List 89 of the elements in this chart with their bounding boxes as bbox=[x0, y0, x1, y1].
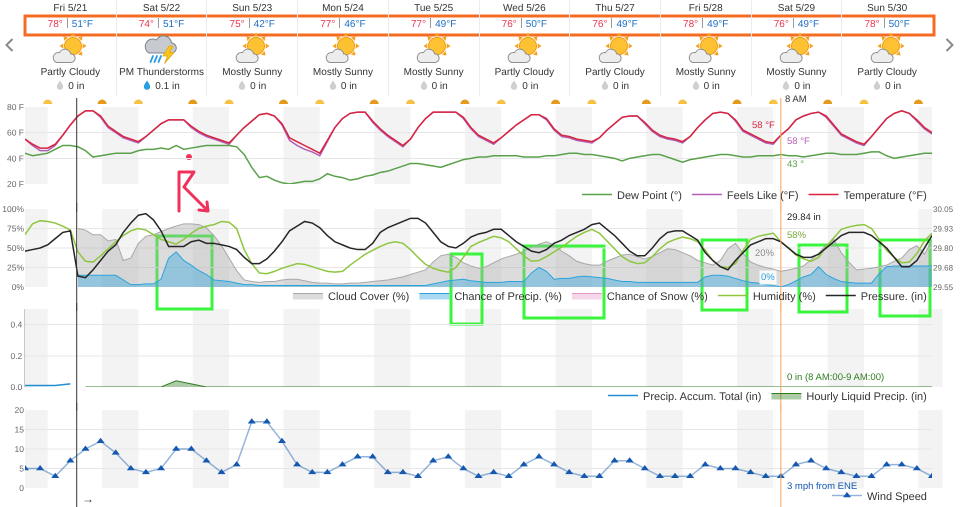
category-label: Thu 5/27 bbox=[595, 3, 635, 14]
y2-tick-label: 29.93 bbox=[933, 224, 954, 234]
data-label: 76° bbox=[592, 19, 608, 30]
y-tick-label: 25% bbox=[6, 262, 24, 272]
y-tick-label: 0% bbox=[12, 282, 24, 292]
data-label: 0 in bbox=[68, 81, 84, 92]
data-label: 49°F bbox=[798, 19, 820, 30]
legend-label: Temperature (°F) bbox=[844, 190, 927, 202]
text: Mostly Sunny bbox=[222, 67, 282, 78]
data-label: 0 in bbox=[340, 81, 357, 92]
legend-label: Precip. Accum. Total (in) bbox=[643, 390, 762, 403]
data-label: 74° bbox=[138, 19, 154, 30]
y-tick-label: 100% bbox=[2, 204, 24, 214]
data-label: 46°F bbox=[344, 19, 366, 30]
y-tick-label: 0.4 bbox=[10, 320, 23, 330]
data-label: 20% bbox=[755, 248, 775, 259]
y-tick-label: 5 bbox=[19, 463, 24, 474]
data-label: 0 in bbox=[432, 81, 448, 92]
data-label: 78° bbox=[683, 19, 698, 30]
category-label: Sat 5/22 bbox=[142, 3, 180, 14]
text: Mostly Sunny bbox=[766, 67, 826, 78]
y-tick-label: 20 F bbox=[6, 178, 24, 189]
data-label: 29.84 in bbox=[787, 212, 821, 223]
text: Partly Cloudy bbox=[585, 67, 645, 78]
data-label: 77° bbox=[410, 19, 426, 30]
data-label: 51°F bbox=[72, 19, 94, 30]
data-label: 58 °F bbox=[752, 120, 776, 131]
category-label: Fri 5/28 bbox=[688, 3, 723, 14]
data-label: 0 in bbox=[885, 81, 902, 92]
text: Partly Cloudy bbox=[857, 67, 917, 78]
y-tick-label: 20 bbox=[14, 404, 24, 415]
data-label: 43 ° bbox=[787, 159, 804, 170]
data-label: 77° bbox=[320, 19, 336, 30]
text: Partly Cloudy bbox=[40, 67, 100, 78]
category-label: Wed 5/26 bbox=[503, 3, 546, 14]
data-label: 58 °F bbox=[787, 136, 810, 147]
data-label: 58% bbox=[787, 230, 807, 241]
y-tick-label: 10 bbox=[14, 444, 24, 454]
data-label: 78° bbox=[48, 19, 63, 30]
legend-label: Hourly Liquid Precip. (in) bbox=[806, 390, 927, 403]
text: → bbox=[82, 492, 94, 506]
data-label: 76° bbox=[502, 19, 517, 30]
data-label: 0 in bbox=[794, 81, 810, 92]
category-label: Sat 5/29 bbox=[778, 3, 816, 14]
y2-tick-label: 29.80 bbox=[933, 244, 954, 253]
data-label: 0 in (8 AM:00-9 AM:00) bbox=[787, 372, 884, 383]
data-label: 78° bbox=[864, 19, 880, 30]
category-label: Fri 5/21 bbox=[53, 3, 88, 14]
y2-tick-label: 30.05 bbox=[933, 204, 954, 214]
text: Mostly Sunny bbox=[404, 67, 464, 78]
data-label: 0 in bbox=[250, 81, 266, 92]
data-label: 3 mph from ENE bbox=[787, 481, 858, 492]
y-tick-label: 0.2 bbox=[10, 350, 23, 361]
data-label: 0 in bbox=[522, 81, 538, 92]
data-label: 0 in bbox=[704, 81, 720, 92]
y-tick-label: 50% bbox=[6, 242, 24, 253]
text: Mostly Sunny bbox=[312, 67, 373, 78]
y-tick-label: 0.0 bbox=[10, 382, 23, 392]
y-tick-label: 40 F bbox=[6, 153, 24, 164]
category-label: Sun 5/23 bbox=[232, 3, 272, 14]
legend-label: Wind Speed bbox=[867, 490, 927, 503]
y-tick-label: 0 bbox=[19, 482, 24, 493]
text: Mostly Sunny bbox=[676, 67, 736, 78]
data-label: 0% bbox=[761, 272, 776, 283]
text: 8 AM bbox=[785, 94, 807, 105]
text: PM Thunderstorms bbox=[119, 67, 204, 78]
category-label: Sun 5/30 bbox=[867, 3, 908, 14]
data-label: 0.1 in bbox=[155, 81, 180, 92]
data-label: 49°F bbox=[707, 19, 728, 30]
data-label: 49°F bbox=[616, 19, 638, 30]
legend-label: Dew Point (°) bbox=[617, 190, 682, 202]
category-label: Mon 5/24 bbox=[322, 3, 364, 14]
y-tick-label: 80 F bbox=[6, 102, 24, 112]
category-label: Tue 5/25 bbox=[414, 3, 454, 14]
data-label: 75° bbox=[230, 19, 245, 30]
data-label: 76° bbox=[774, 19, 789, 30]
data-label: 49°F bbox=[435, 19, 456, 30]
data-label: 50°F bbox=[888, 19, 910, 30]
y-tick-label: 15 bbox=[14, 424, 24, 434]
y-tick-label: 75% bbox=[6, 223, 24, 234]
data-label: 50°F bbox=[526, 19, 548, 30]
data-label: 42°F bbox=[254, 19, 275, 30]
data-label: 0 in bbox=[612, 81, 630, 92]
y-tick-label: 60 F bbox=[6, 128, 24, 138]
legend-label: Cloud Cover (%) bbox=[328, 290, 410, 303]
text: Partly Cloudy bbox=[494, 67, 554, 78]
data-label: 51°F bbox=[162, 19, 184, 30]
y2-tick-label: 29.55 bbox=[933, 282, 954, 292]
y2-tick-label: 29.68 bbox=[933, 263, 954, 272]
